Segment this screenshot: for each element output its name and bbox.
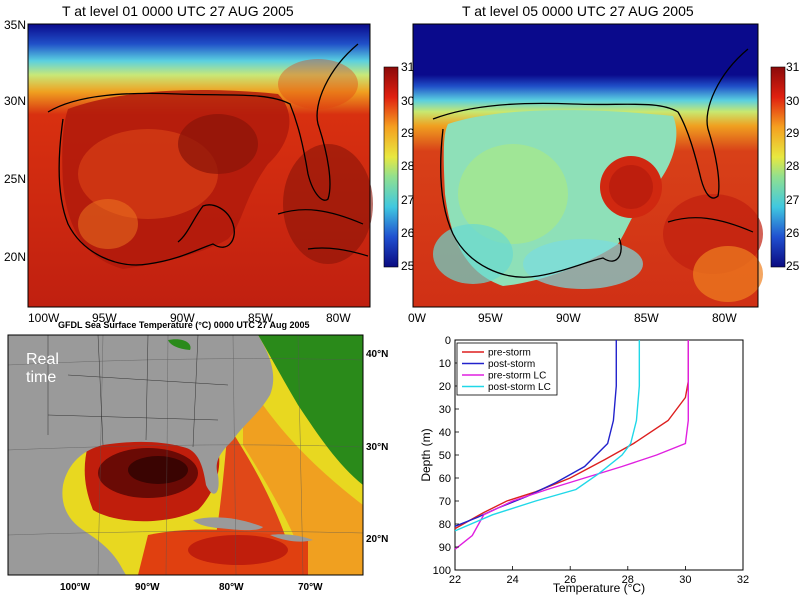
x-axis-label: Temperature (°C) xyxy=(553,581,645,595)
sst-map-title: GFDL Sea Surface Temperature (°C) 0000 U… xyxy=(58,320,310,330)
y-tick-label: 50 xyxy=(439,450,451,462)
cbar1-tick-27: 27 xyxy=(401,193,415,207)
sst-lat-tick-30n: 30°N xyxy=(366,442,389,453)
x-tick-label: 30 xyxy=(679,574,691,586)
lon-tick-90w: 90W xyxy=(170,311,195,325)
sst-map-field xyxy=(7,334,364,576)
cbar1-tick-26: 26 xyxy=(401,226,415,240)
sst-lon-tick-70w: 70°W xyxy=(298,582,323,593)
series-line-pre-storm-lc xyxy=(454,340,689,550)
y-tick-label: 100 xyxy=(433,565,451,577)
lon-tick-80w-right: 80W xyxy=(712,311,737,325)
x-tick-label: 26 xyxy=(564,574,576,586)
sst-lat-tick-20n: 20°N xyxy=(366,534,389,545)
cbar2-tick-31: 31 xyxy=(786,60,800,74)
lon-tick-95w: 95W xyxy=(92,311,117,325)
y-tick-label: 40 xyxy=(439,427,451,439)
cbar1-tick-31: 31 xyxy=(401,60,415,74)
legend-label: post-storm xyxy=(488,359,535,370)
legend-label: pre-storm LC xyxy=(488,371,546,382)
cbar1-tick-30: 30 xyxy=(401,94,415,108)
y-tick-label: 60 xyxy=(439,473,451,485)
cbar1-tick-25: 25 xyxy=(401,259,415,273)
lon-tick-85w-right: 85W xyxy=(634,311,659,325)
sst-lon-tick-100w: 100°W xyxy=(60,582,91,593)
colorbar-level05 xyxy=(770,66,786,268)
sst-lon-tick-80w: 80°W xyxy=(219,582,244,593)
lon-tick-80w: 80W xyxy=(326,311,351,325)
map-level05-title: T at level 05 0000 UTC 27 AUG 2005 xyxy=(462,3,694,19)
colorbar-level01 xyxy=(383,66,399,268)
map-level01-field xyxy=(27,23,373,308)
y-tick-label: 80 xyxy=(439,519,451,531)
sst-lat-tick-40n: 40°N xyxy=(366,349,389,360)
y-tick-label: 20 xyxy=(439,381,451,393)
x-tick-label: 24 xyxy=(506,574,518,586)
sst-lon-tick-90w: 90°W xyxy=(135,582,160,593)
lon-tick-0w: 0W xyxy=(408,311,426,325)
y-tick-label: 0 xyxy=(445,335,451,347)
x-tick-label: 22 xyxy=(449,574,461,586)
cbar2-tick-26: 26 xyxy=(786,226,800,240)
legend-label: post-storm LC xyxy=(488,382,551,393)
map-level01-title: T at level 01 0000 UTC 27 AUG 2005 xyxy=(62,3,294,19)
cbar2-tick-28: 28 xyxy=(786,159,800,173)
y-axis-label: Depth (m) xyxy=(419,428,433,481)
cbar2-tick-29: 29 xyxy=(786,126,800,140)
lon-tick-90w-right: 90W xyxy=(556,311,581,325)
lon-tick-100w: 100W xyxy=(28,311,60,325)
map-level05-field xyxy=(412,23,763,308)
cbar2-tick-30: 30 xyxy=(786,94,800,108)
y-tick-label: 90 xyxy=(439,542,451,554)
lon-tick-95w-right: 95W xyxy=(478,311,503,325)
cbar2-tick-27: 27 xyxy=(786,193,800,207)
x-tick-label: 28 xyxy=(622,574,634,586)
lat-tick-35n: 35N xyxy=(4,18,27,32)
cbar2-tick-25: 25 xyxy=(786,259,800,273)
y-tick-label: 70 xyxy=(439,496,451,508)
y-tick-label: 10 xyxy=(439,358,451,370)
series-line-pre-storm xyxy=(454,340,689,530)
cbar1-tick-29: 29 xyxy=(401,126,415,140)
lat-tick-25n: 25N xyxy=(4,172,27,186)
lat-tick-30n: 30N xyxy=(4,94,27,108)
lat-tick-20n: 20N xyxy=(4,250,27,264)
legend-label: pre-storm xyxy=(488,348,531,359)
x-tick-label: 32 xyxy=(737,574,749,586)
cbar1-tick-28: 28 xyxy=(401,159,415,173)
real-time-label: Real time xyxy=(26,351,59,386)
y-tick-label: 30 xyxy=(439,404,451,416)
lon-tick-85w: 85W xyxy=(248,311,273,325)
series-line-post-storm-lc xyxy=(454,340,641,532)
